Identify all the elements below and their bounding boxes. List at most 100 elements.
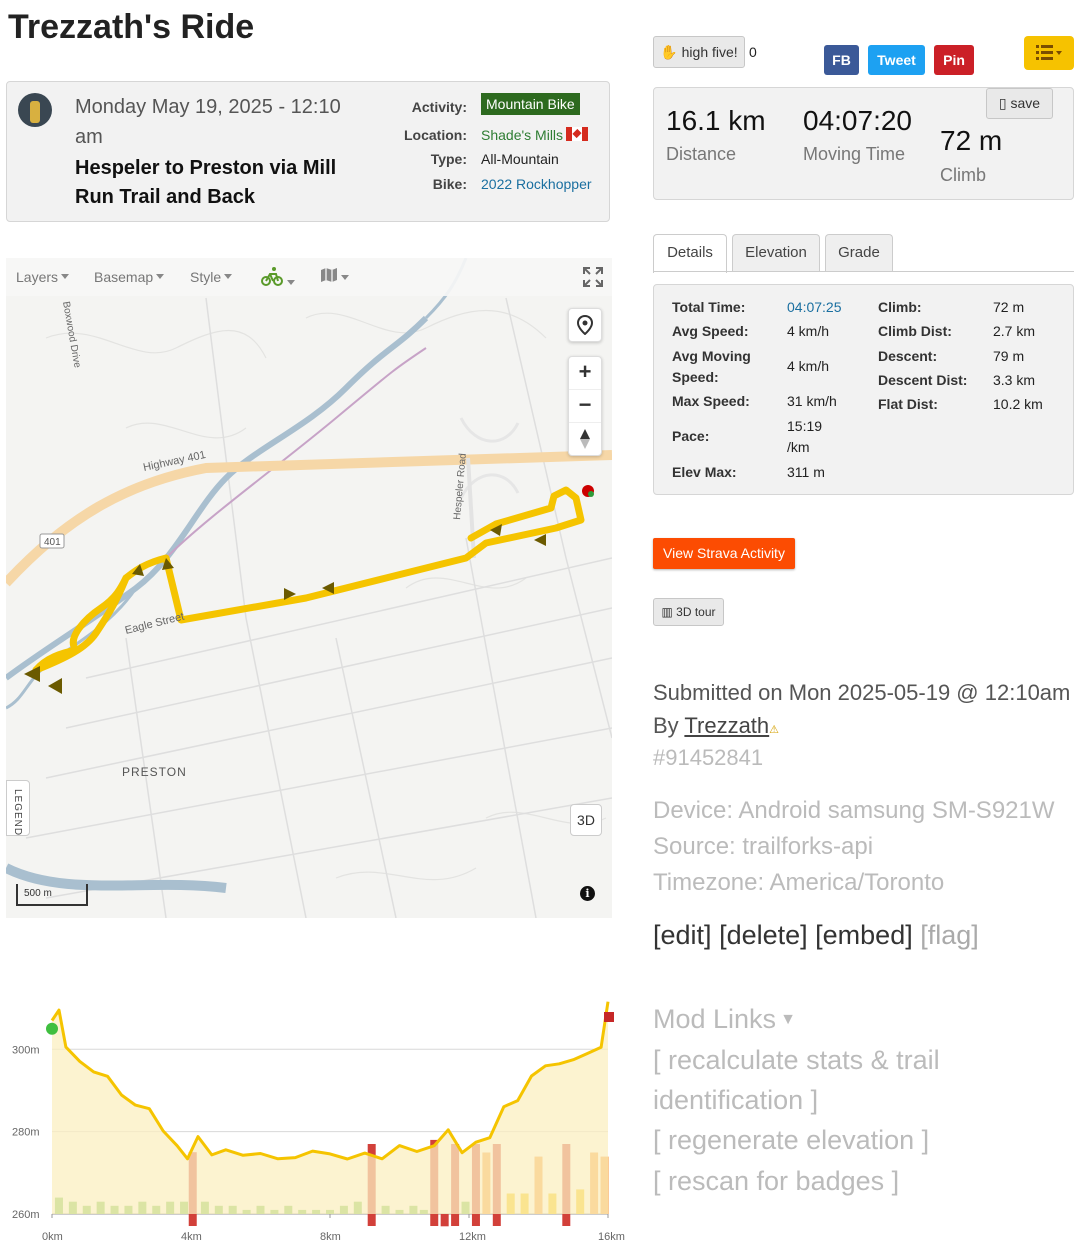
type-value: All-Mountain — [481, 151, 559, 167]
tweet-button[interactable]: Tweet — [868, 45, 925, 75]
moving-time-value: 04:07:20 — [803, 105, 912, 136]
ride-date: Monday May 19, 2025 - 12:10 am — [75, 96, 341, 148]
zoom-controls: + − — [568, 356, 602, 456]
detail-value: 31 km/h — [787, 393, 837, 409]
route-direction-arrows — [24, 524, 546, 694]
route-map[interactable]: Highway 401 Eagle Street Hespeler Road B… — [6, 258, 612, 918]
elevation-chart[interactable]: 260m 280m 300m 0km 4km 8km 12km 16km — [0, 990, 630, 1252]
zoom-out-button[interactable]: − — [569, 389, 601, 422]
edit-link[interactable]: [edit] — [653, 920, 712, 950]
detail-label: Climb: — [878, 299, 922, 315]
legend-label: LEGEND — [12, 789, 23, 837]
locate-button[interactable] — [568, 308, 602, 342]
flag-link[interactable]: [flag] — [920, 920, 979, 950]
tabs-divider — [653, 271, 1074, 272]
detail-value-link[interactable]: 04:07:25 — [787, 299, 842, 315]
detail-label: Climb Dist: — [878, 323, 952, 339]
fullscreen-button[interactable] — [582, 266, 604, 291]
pinterest-button[interactable]: Pin — [934, 45, 974, 75]
activity-badge[interactable]: Mountain Bike — [481, 93, 580, 115]
map-icon: ▥ — [661, 605, 673, 619]
map-icon — [321, 268, 337, 282]
detail-value: 311 m — [787, 464, 825, 480]
distance-label: Distance — [666, 144, 737, 164]
x-tick-label: 4km — [181, 1231, 202, 1243]
compass-button[interactable] — [569, 422, 601, 455]
railway — [165, 347, 427, 559]
detail-value: 3.3 km — [993, 372, 1036, 388]
detail-label: Total Time: — [672, 299, 746, 315]
detail-value: 2.7 km — [993, 323, 1036, 339]
canada-flag-icon — [566, 127, 589, 141]
scale-label: 500 m — [24, 888, 52, 899]
map-info-icon[interactable]: i — [580, 886, 595, 901]
detail-value: 15:19 /km — [787, 418, 823, 455]
stats-panel: 16.1 km Distance 04:07:20 Moving Time 72… — [653, 87, 1074, 200]
device-text: Device: Android samsung SM-S921W — [653, 797, 1055, 824]
fullscreen-icon — [583, 267, 603, 287]
interchange — [459, 417, 520, 443]
style-dropdown[interactable]: Style — [190, 269, 233, 285]
y-tick-label: 280m — [12, 1127, 40, 1139]
basemap-dropdown[interactable]: Basemap — [94, 269, 165, 285]
detail-label: Avg Speed: — [672, 323, 749, 339]
tab-elevation[interactable]: Elevation — [732, 234, 820, 272]
tab-details[interactable]: Details — [653, 234, 727, 273]
scale-bar: 500 m — [16, 884, 88, 906]
hand-icon: ✋ — [660, 44, 678, 60]
recalculate-link-cont[interactable]: identification ] — [653, 1085, 819, 1115]
detail-value: 4 km/h — [787, 323, 830, 339]
by-label: By — [653, 713, 685, 738]
save-button[interactable]: ▯ save — [986, 88, 1053, 119]
detail-value: 4 km/h — [787, 358, 830, 374]
embed-link[interactable]: [embed] — [815, 920, 913, 950]
location-pin-icon — [576, 314, 594, 336]
tab-grade[interactable]: Grade — [825, 234, 893, 272]
3d-tour-button[interactable]: ▥ 3D tour — [653, 598, 724, 626]
submitted-text: Submitted on Mon 2025-05-19 @ 12:10am — [653, 680, 1071, 705]
admin-actions: [edit] [delete] [embed] [flag] — [653, 920, 979, 951]
mod-links-dropdown[interactable]: Mod Links ▼ — [653, 1004, 796, 1035]
map-3d-button[interactable]: 3D — [570, 804, 602, 836]
location-link[interactable]: Shade's Mills — [481, 127, 564, 143]
recalculate-link[interactable]: [ recalculate stats & trail — [653, 1045, 940, 1075]
ride-route — [32, 486, 585, 674]
avatar[interactable] — [18, 93, 52, 127]
high-five-button[interactable]: ✋ high five! — [653, 36, 745, 68]
facebook-share-button[interactable]: FB — [824, 45, 859, 75]
interchange-south — [459, 473, 520, 499]
options-menu-button[interactable] — [1024, 36, 1074, 70]
map-overlay-dropdown[interactable] — [320, 267, 349, 286]
x-tick-label: 12km — [459, 1231, 486, 1243]
compass-icon — [580, 429, 590, 449]
end-marker-point — [604, 1012, 614, 1022]
map-canvas[interactable]: Highway 401 Eagle Street Hespeler Road B… — [6, 258, 612, 918]
climb-label: Climb — [940, 165, 987, 185]
user-link[interactable]: Trezzath — [684, 713, 770, 738]
save-label: save — [1010, 95, 1041, 111]
regenerate-elevation-link[interactable]: [ regenerate elevation ] — [653, 1125, 930, 1155]
layers-dropdown[interactable]: Layers — [16, 269, 70, 285]
mod-links-label: Mod Links — [653, 1004, 777, 1034]
rescan-badges-link[interactable]: [ rescan for badges ] — [653, 1166, 900, 1196]
detail-label: Descent Dist: — [878, 372, 968, 388]
caret-down-icon: ▼ — [780, 1011, 796, 1028]
page-title: Trezzath's Ride — [8, 8, 255, 46]
view-strava-button[interactable]: View Strava Activity — [653, 538, 795, 569]
y-tick-label: 260m — [12, 1209, 40, 1221]
bike-link[interactable]: 2022 Rockhopper — [481, 176, 592, 192]
street-grid — [25, 297, 612, 918]
bike-label: Bike: — [432, 176, 467, 192]
legend-tab[interactable]: LEGEND — [6, 780, 30, 836]
location-label: Location: — [404, 127, 467, 143]
high-five-count: 0 — [749, 44, 757, 60]
activity-filter-dropdown[interactable] — [260, 264, 295, 291]
delete-link[interactable]: [delete] — [719, 920, 808, 950]
zoom-in-button[interactable]: + — [578, 359, 592, 384]
elevation-area — [52, 1001, 608, 1214]
detail-label: Descent: — [878, 348, 938, 364]
detail-label: Pace: — [672, 428, 710, 444]
start-marker-point — [46, 1022, 58, 1035]
x-tick-label: 8km — [320, 1231, 341, 1243]
x-tick-label: 0km — [42, 1231, 63, 1243]
